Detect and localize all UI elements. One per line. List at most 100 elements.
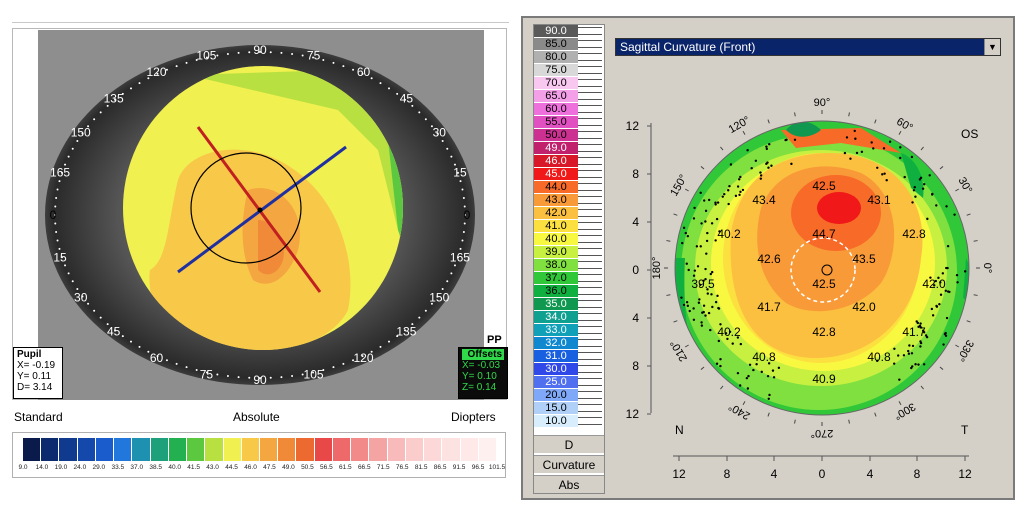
legend-value: 44.0 — [534, 181, 578, 193]
chevron-down-icon[interactable]: ▼ — [984, 39, 1000, 55]
scale-swatch — [260, 438, 279, 461]
scale-swatch — [387, 438, 406, 461]
scale-swatch — [314, 438, 333, 461]
legend-tick — [578, 352, 602, 360]
map-type-dropdown[interactable]: Sagittal Curvature (Front) ▼ — [615, 38, 1001, 56]
legend-button-curvature[interactable]: Curvature — [534, 455, 604, 473]
angle-label: 120 — [146, 65, 166, 79]
angle-label: 120 — [353, 351, 373, 365]
scale-value: 41.5 — [187, 464, 200, 471]
scale-value: 40.0 — [168, 464, 181, 471]
curvature-value: 42.0 — [852, 300, 876, 314]
angle-label: 60° — [894, 116, 914, 135]
legend-tick — [578, 92, 602, 100]
angle-label: 0° — [981, 263, 993, 274]
angle-label: 105 — [196, 49, 216, 63]
legend-tick — [578, 105, 602, 113]
scale-swatch — [205, 438, 224, 461]
legend-value: 85.0 — [534, 38, 578, 50]
scale-swatch — [241, 438, 260, 461]
angle-label: 90 — [253, 43, 267, 57]
legend-row: 10.0 — [534, 415, 604, 428]
legend-tick — [578, 209, 602, 217]
legend-row: 20.0 — [534, 389, 604, 402]
angle-label: 270° — [811, 427, 834, 439]
legend-tick — [578, 235, 602, 243]
legend-button-d[interactable]: D — [534, 435, 604, 453]
scale-swatch — [351, 438, 370, 461]
legend-value: 10.0 — [534, 415, 578, 427]
scale-swatch — [278, 438, 297, 461]
angle-label: 75 — [200, 367, 214, 381]
eye-topography-image[interactable]: 0 15 30 45 60 75 90 105 120 135 150 165 0 15 30 45 60 75 9… — [38, 30, 484, 400]
legend-row: 30.0 — [534, 363, 604, 376]
curvature-value: 42.8 — [902, 227, 926, 241]
curvature-value: 39.5 — [691, 277, 715, 291]
nasal-label: N — [675, 423, 684, 437]
scale-swatch — [442, 438, 461, 461]
angle-label: 90° — [814, 97, 831, 109]
legend-value: 65.0 — [534, 90, 578, 102]
scale-value: 49.0 — [282, 464, 295, 471]
legend-row: 44.0 — [534, 181, 604, 194]
legend-button-abs[interactable]: Abs — [534, 475, 604, 493]
y-tick-label: 12 — [626, 407, 640, 421]
scale-value: 37.0 — [130, 464, 144, 471]
curvature-value: 41.7 — [757, 300, 781, 314]
angle-label: 30 — [433, 126, 447, 140]
curvature-value: 43.4 — [752, 193, 776, 207]
scale-swatch — [132, 438, 151, 461]
map-type-value: Sagittal Curvature (Front) — [620, 40, 756, 54]
legend-row: 31.0 — [534, 350, 604, 363]
y-tick-label: 0 — [632, 263, 639, 277]
sagittal-topography-map[interactable]: 12 8 4 0 4 8 12 12 8 4 0 4 8 12 90° 60° 30° 0° 330° 300° 2… — [611, 58, 1011, 498]
legend-value: 75.0 — [534, 64, 578, 76]
legend-row: 38.0 — [534, 259, 604, 272]
scale-value: 86.5 — [433, 464, 447, 471]
color-legend: 90.0 85.0 80.0 75.0 70.0 65.0 60.0 55.0 50.0 49.0… — [533, 24, 605, 494]
legend-row: 34.0 — [534, 311, 604, 324]
legend-row: 45.0 — [534, 168, 604, 181]
angle-label: 165 — [450, 251, 470, 265]
legend-tick — [578, 183, 602, 191]
scale-unit-label: Diopters — [451, 410, 496, 424]
legend-tick — [578, 300, 602, 308]
legend-value: 80.0 — [534, 51, 578, 63]
curvature-value: 40.8 — [867, 350, 891, 364]
angle-label: 180° — [651, 257, 663, 280]
legend-row: 49.0 — [534, 142, 604, 155]
legend-tick — [578, 313, 602, 321]
scale-value: 50.5 — [301, 464, 314, 471]
angle-label: 0 — [50, 208, 57, 222]
y-tick-label: 8 — [632, 359, 639, 373]
curvature-value: 42.5 — [812, 277, 836, 291]
curvature-value: 42.8 — [812, 325, 836, 339]
legend-value: 55.0 — [534, 116, 578, 128]
scale-swatch — [296, 438, 315, 461]
angle-label: 15 — [53, 251, 67, 265]
angle-label: 135 — [396, 325, 416, 339]
legend-tick — [578, 196, 602, 204]
scale-value: 56.5 — [320, 464, 333, 471]
legend-tick — [578, 287, 602, 295]
angle-label: 90 — [253, 373, 267, 387]
angle-label: 210° — [668, 338, 690, 364]
scale-value: 81.5 — [414, 464, 428, 471]
legend-row: 80.0 — [534, 51, 604, 64]
angle-label: 135 — [104, 91, 124, 105]
scale-value: 61.5 — [338, 464, 352, 471]
legend-row: 42.0 — [534, 207, 604, 220]
curvature-value: 43.5 — [852, 252, 876, 266]
legend-value: 40.0 — [534, 233, 578, 245]
x-tick-label: 4 — [771, 467, 778, 481]
legend-tick — [578, 391, 602, 399]
grid-axes: 12 8 4 0 4 8 12 12 8 4 0 4 8 12 — [626, 119, 972, 481]
legend-tick — [578, 66, 602, 74]
y-tick-label: 8 — [632, 167, 639, 181]
curvature-value: 40.8 — [752, 350, 776, 364]
curvature-value: 42.0 — [922, 277, 946, 291]
legend-tick — [578, 248, 602, 256]
scale-value: 19.0 — [54, 464, 68, 471]
scale-value: 33.5 — [111, 464, 125, 471]
angle-label: 45 — [400, 91, 414, 105]
